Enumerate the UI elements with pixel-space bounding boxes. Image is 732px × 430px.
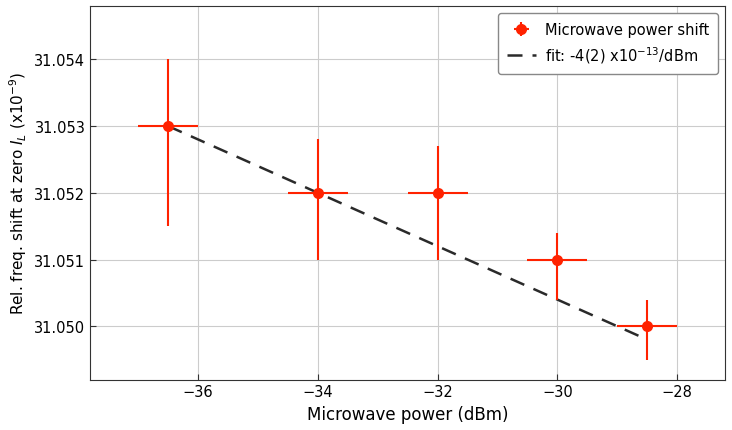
Legend: Microwave power shift, fit: -4(2) x10$^{-13}$/dBm: Microwave power shift, fit: -4(2) x10$^{… bbox=[498, 14, 718, 74]
fit: -4(2) x10$^{-13}$/dBm: (-36.5, 31.1): -4(2) x10$^{-13}$/dBm: (-36.5, 31.1) bbox=[164, 124, 173, 129]
Line: fit: -4(2) x10$^{-13}$/dBm: fit: -4(2) x10$^{-13}$/dBm bbox=[168, 127, 647, 340]
fit: -4(2) x10$^{-13}$/dBm: (-28.5, 31): -4(2) x10$^{-13}$/dBm: (-28.5, 31) bbox=[643, 337, 651, 342]
X-axis label: Microwave power (dBm): Microwave power (dBm) bbox=[307, 405, 508, 423]
Y-axis label: Rel. freq. shift at zero $I_L$ (x10$^{-9}$): Rel. freq. shift at zero $I_L$ (x10$^{-9… bbox=[7, 72, 29, 315]
